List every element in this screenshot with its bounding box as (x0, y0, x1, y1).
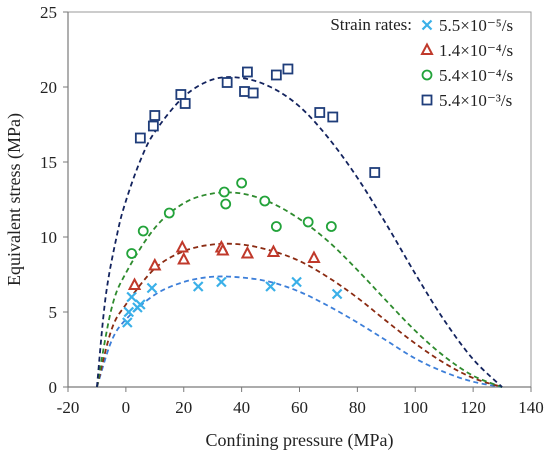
data-point (331, 288, 343, 300)
data-point (266, 244, 281, 257)
fit-curve (96, 242, 503, 388)
data-point (369, 167, 381, 178)
data-point (122, 317, 133, 328)
legend-title: Strain rates: (330, 15, 412, 34)
data-point (247, 87, 259, 99)
data-point (239, 86, 250, 97)
y-tick-label: 10 (40, 228, 57, 247)
data-point (134, 132, 146, 144)
y-tick-label: 5 (49, 303, 58, 322)
legend-marker (421, 94, 433, 106)
x-tick-label: 0 (122, 398, 131, 417)
marker-stroke (216, 276, 227, 288)
x-tick-label: 40 (233, 398, 250, 417)
data-point (192, 281, 204, 292)
data-point (123, 306, 135, 318)
data-point (179, 98, 191, 109)
data-point (127, 277, 142, 290)
data-points (122, 63, 381, 328)
data-point (242, 66, 253, 78)
data-point (291, 276, 302, 288)
data-point (270, 69, 282, 81)
marker-stroke (135, 299, 146, 310)
data-point (259, 195, 271, 207)
x-tick-label: 80 (349, 398, 366, 417)
data-point (240, 245, 255, 259)
data-point (147, 120, 159, 132)
data-point (126, 291, 137, 303)
marker-stroke (122, 317, 133, 328)
marker-stroke (291, 276, 302, 288)
data-point (216, 276, 227, 288)
legend-marker (421, 69, 433, 81)
data-point (149, 110, 161, 121)
data-point (314, 107, 326, 118)
fit-curve (96, 275, 503, 388)
data-point (325, 221, 337, 232)
x-tick-label: 100 (403, 398, 429, 417)
x-tick-label: -20 (57, 398, 80, 417)
x-tick-label: 140 (518, 398, 544, 417)
data-point (221, 77, 233, 88)
data-point (282, 63, 294, 75)
marker-stroke (192, 281, 204, 292)
y-tick-label: 20 (40, 78, 57, 97)
data-point (270, 221, 282, 232)
data-point (220, 198, 232, 210)
data-point (175, 239, 189, 253)
legend-marker (421, 19, 433, 31)
x-axis-title: Confining pressure (MPa) (206, 430, 394, 451)
x-tick-label: 20 (175, 398, 192, 417)
legend-label: 5.5×10⁻⁵/s (439, 16, 513, 35)
plot-frame (63, 11, 532, 392)
data-point (126, 248, 138, 259)
data-point (148, 257, 162, 271)
data-point (163, 207, 175, 219)
marker-stroke (126, 291, 137, 303)
data-point (327, 111, 339, 123)
marker-stroke (265, 281, 276, 292)
data-point (236, 177, 248, 189)
legend-label: 5.4×10⁻⁴/s (439, 66, 513, 85)
data-point (137, 225, 149, 237)
y-tick-label: 25 (40, 3, 57, 22)
data-point (175, 89, 187, 100)
data-point (216, 242, 230, 256)
y-tick-label: 0 (49, 378, 58, 397)
y-axis-title: Equivalent stress (MPa) (4, 113, 25, 286)
marker-stroke (421, 19, 433, 31)
data-point (177, 251, 191, 265)
legend-label: 5.4×10⁻³/s (439, 91, 512, 110)
legend-label: 1.4×10⁻⁴/s (439, 41, 513, 60)
x-tick-label: 120 (460, 398, 486, 417)
marker-stroke (146, 282, 158, 294)
data-point (265, 281, 276, 292)
legend: Strain rates: 5.5×10⁻⁵/s 1.4×10⁻⁴/s 5.4×10… (330, 15, 513, 110)
data-point (146, 282, 158, 294)
data-point (135, 299, 146, 310)
x-tick-label: 60 (291, 398, 308, 417)
data-point (302, 216, 314, 228)
marker-stroke (123, 306, 135, 318)
data-point (218, 186, 230, 198)
y-tick-label: 15 (40, 153, 57, 172)
legend-marker (420, 42, 434, 55)
marker-stroke (331, 288, 343, 300)
data-point (307, 250, 321, 263)
